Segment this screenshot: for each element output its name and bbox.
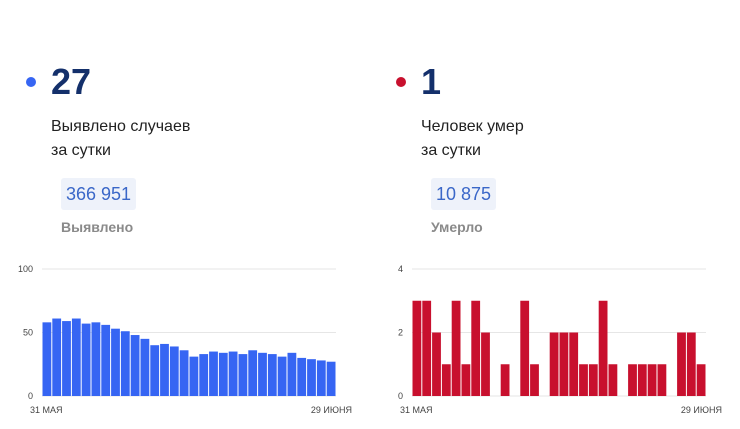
cases-x-start-label: 31 МАЯ [30, 405, 63, 415]
cases-x-end-label: 29 ИЮНЯ [311, 405, 352, 415]
deaths-bar [598, 300, 608, 396]
cases-bar [91, 322, 101, 396]
panel-cases: 27 Выявлено случаев за сутки 366 951 Выя… [18, 61, 352, 416]
deaths-x-start-label: 31 МАЯ [400, 405, 433, 415]
cases-bar [179, 350, 189, 396]
cases-bar [111, 328, 120, 396]
deaths-bar [471, 300, 481, 396]
cases-y-tick-label: 100 [18, 264, 33, 274]
deaths-bar [500, 364, 510, 396]
deaths-caption: Человек умер за сутки [421, 115, 641, 163]
deaths-chart: 0 2 4 31 МАЯ 29 ИЮНЯ [398, 264, 722, 415]
deaths-bar [461, 364, 471, 396]
cases-bar [71, 318, 81, 396]
cases-bar [248, 350, 258, 396]
cases-y-tick-label: 0 [28, 391, 33, 401]
deaths-bar [451, 300, 461, 396]
deaths-total-label: Умерло [431, 219, 483, 235]
deaths-bar [657, 364, 667, 396]
cases-bar [307, 359, 316, 396]
deaths-bar [579, 364, 588, 396]
cases-bar [199, 354, 209, 396]
cases-daily-number: 27 [51, 61, 92, 102]
cases-total-badge: 366 951 [61, 178, 137, 210]
cases-bar [326, 361, 336, 396]
panel-deaths: 1 Человек умер за сутки 10 875 Умерло 0 2… [370, 0, 740, 429]
cases-bar [316, 360, 326, 396]
cases-bar [189, 356, 199, 396]
deaths-x-end-label: 29 ИЮНЯ [681, 405, 722, 415]
cases-bar [150, 345, 160, 396]
deaths-y-tick-label: 0 [398, 391, 403, 401]
cases-bar [218, 352, 228, 396]
deaths-bar [481, 332, 490, 396]
deaths-bar [588, 364, 598, 396]
deaths-bar [549, 332, 559, 396]
deaths-bar [412, 300, 422, 396]
cases-bar [258, 352, 267, 396]
cases-caption-line2: за сутки [51, 142, 111, 159]
deaths-bar [628, 364, 637, 396]
deaths-bar [608, 364, 618, 396]
deaths-bar [686, 332, 696, 396]
cases-bar [42, 322, 52, 396]
cases-total-label: Выявлено [61, 219, 134, 235]
cases-bar [120, 331, 130, 396]
deaths-bar [432, 332, 441, 396]
cases-bar [52, 318, 62, 396]
deaths-y-tick-label: 2 [398, 328, 403, 338]
deaths-bar [569, 332, 579, 396]
deaths-bar [677, 332, 686, 396]
cases-caption: Выявлено случаев за сутки [51, 115, 271, 163]
cases-bar [101, 324, 111, 396]
deaths-caption-line2: за сутки [421, 142, 481, 159]
cases-bar [62, 321, 71, 396]
deaths-bar [696, 364, 706, 396]
cases-bar [169, 346, 179, 396]
cases-y-tick-label: 50 [23, 328, 33, 338]
cases-bar [297, 357, 307, 396]
deaths-bar [422, 300, 432, 396]
deaths-bar [441, 364, 451, 396]
cases-bar [209, 351, 218, 396]
deaths-dot-icon [396, 77, 406, 87]
cases-bar [160, 343, 169, 396]
deaths-bar [637, 364, 647, 396]
deaths-bar [520, 300, 530, 396]
cases-bar [287, 352, 297, 396]
deaths-caption-line1: Человек умер [421, 118, 524, 135]
cases-dot-icon [26, 77, 36, 87]
deaths-y-tick-label: 4 [398, 264, 403, 274]
cases-bar [238, 354, 248, 396]
cases-bar [267, 354, 277, 396]
cases-bar [140, 338, 150, 396]
deaths-bar [530, 364, 539, 396]
deaths-total-badge: 10 875 [431, 178, 497, 210]
cases-caption-line1: Выявлено случаев [51, 118, 191, 135]
deaths-bar [647, 364, 657, 396]
cases-chart: 0 50 100 31 МАЯ 29 ИЮНЯ [18, 264, 352, 415]
cases-bar [277, 356, 287, 396]
cases-bar [130, 335, 140, 396]
deaths-daily-number: 1 [421, 61, 442, 102]
cases-bar [228, 351, 238, 396]
cases-bar [81, 323, 91, 396]
deaths-bar [559, 332, 569, 396]
